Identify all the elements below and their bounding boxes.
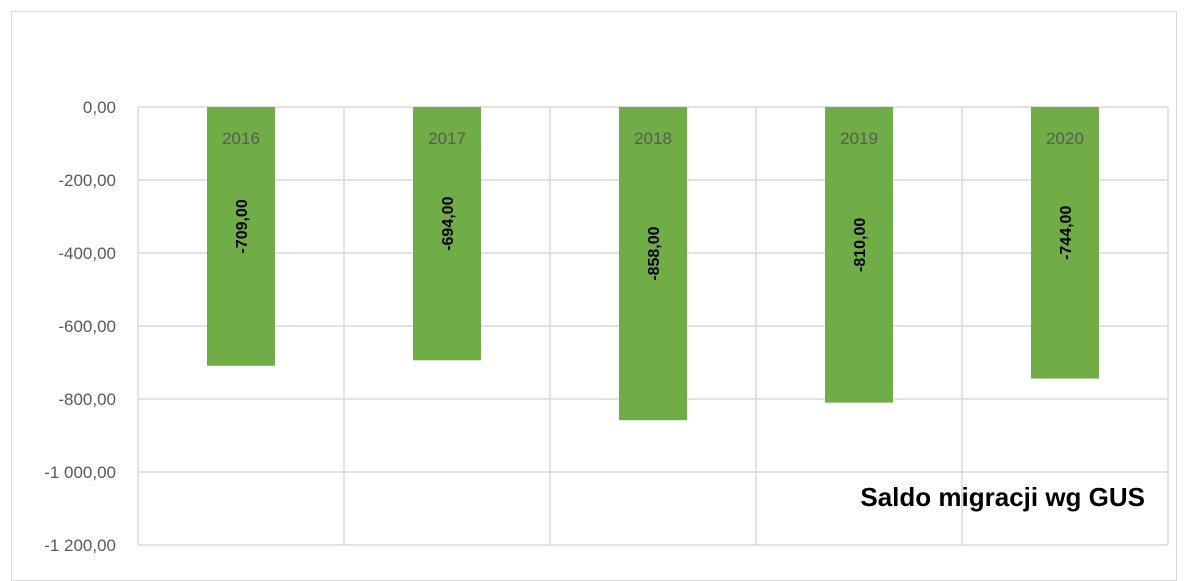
bar-2016 (207, 107, 275, 366)
bar-2019 (825, 107, 893, 403)
chart-title: Saldo migracji wg GUS (860, 482, 1145, 512)
bar-2017 (413, 107, 481, 361)
data-label: -744,00 (1058, 206, 1075, 260)
data-label: -858,00 (646, 226, 663, 280)
data-label: -694,00 (440, 196, 457, 250)
gridlines (137, 106, 1169, 546)
data-label: -709,00 (234, 199, 251, 253)
y-tick-label: 0,00 (83, 98, 116, 117)
y-tick-label: -1 000,00 (44, 463, 116, 482)
y-tick-label: -1 200,00 (44, 536, 116, 555)
bar-2018 (619, 107, 687, 421)
category-label: 2016 (222, 129, 260, 148)
category-label: 2020 (1046, 129, 1084, 148)
data-label: -810,00 (852, 218, 869, 272)
category-label: 2019 (840, 129, 878, 148)
category-label: 2017 (428, 129, 466, 148)
y-tick-label: -200,00 (58, 171, 116, 190)
category-label: 2018 (634, 129, 672, 148)
bars (207, 107, 1099, 421)
y-tick-label: -400,00 (58, 244, 116, 263)
chart-frame (11, 11, 1177, 581)
category-labels: 2016 2017 2018 2019 2020 (222, 129, 1084, 148)
y-tick-label: -600,00 (58, 317, 116, 336)
bar-chart: 0,00 -200,00 -400,00 -600,00 -800,00 -1 000,0… (44, 98, 1169, 555)
bar-2020 (1031, 107, 1099, 379)
value-labels: -709,00 -694,00 -858,00 -810,00 -744,00 (234, 196, 1075, 280)
y-axis-ticks: 0,00 -200,00 -400,00 -600,00 -800,00 -1 000,0… (44, 98, 116, 555)
y-tick-label: -800,00 (58, 390, 116, 409)
